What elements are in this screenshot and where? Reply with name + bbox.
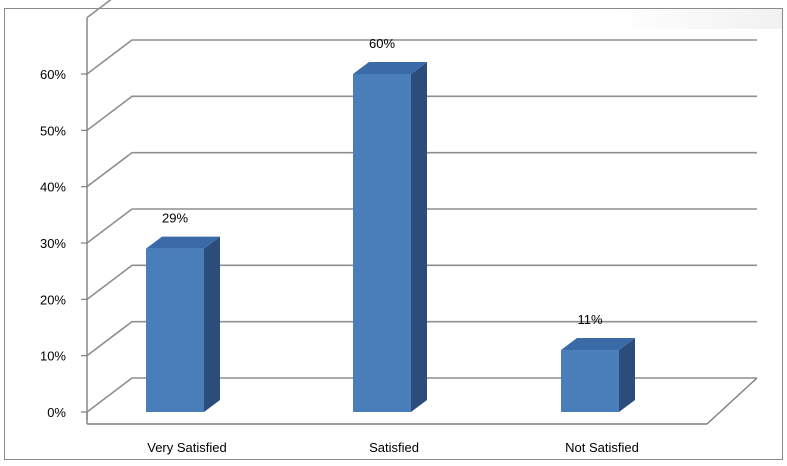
gridline [86, 39, 757, 75]
axes [81, 17, 758, 425]
gridline [86, 208, 757, 244]
bar [146, 236, 220, 412]
gridline [86, 151, 757, 188]
bar [561, 338, 635, 412]
gridlines [86, 0, 757, 357]
y-tick-label: 50% [40, 123, 66, 138]
x-category-label: Very Satisfied [147, 440, 227, 455]
gridline [86, 320, 757, 357]
bar-side-face [204, 236, 220, 412]
labels: 0% 10% 20% 30% 40% 50% 60% 29% Very Satisfied 60%… [40, 36, 639, 455]
bar-side-face [619, 338, 635, 412]
y-tick-label: 40% [40, 180, 66, 195]
floor-back-edge [86, 377, 757, 413]
bar-side-face [411, 62, 427, 412]
corner-shade [612, 9, 782, 29]
gridline [86, 95, 757, 131]
data-label: 60% [369, 36, 395, 51]
bar-front-face [561, 350, 619, 412]
bar-front-face [146, 248, 204, 412]
gridline [86, 264, 757, 300]
x-category-label: Satisfied [369, 440, 419, 455]
y-tick-label: 60% [40, 67, 66, 82]
bars [146, 62, 635, 412]
y-tick-label: 30% [40, 236, 66, 251]
gridline [86, 0, 112, 19]
bar-top-face [353, 62, 427, 74]
data-label: 11% [577, 312, 602, 327]
x-category-label: Not Satisfied [565, 440, 639, 455]
bar-front-face [353, 74, 411, 412]
data-label: 29% [162, 211, 188, 226]
y-tick-label: 0% [47, 405, 66, 420]
floor-right-edge [706, 377, 758, 425]
bar [353, 62, 427, 412]
bar-top-face [146, 236, 220, 249]
bar-top-face [561, 338, 635, 351]
y-tick-label: 20% [40, 292, 66, 307]
y-tick-label: 10% [40, 349, 66, 364]
